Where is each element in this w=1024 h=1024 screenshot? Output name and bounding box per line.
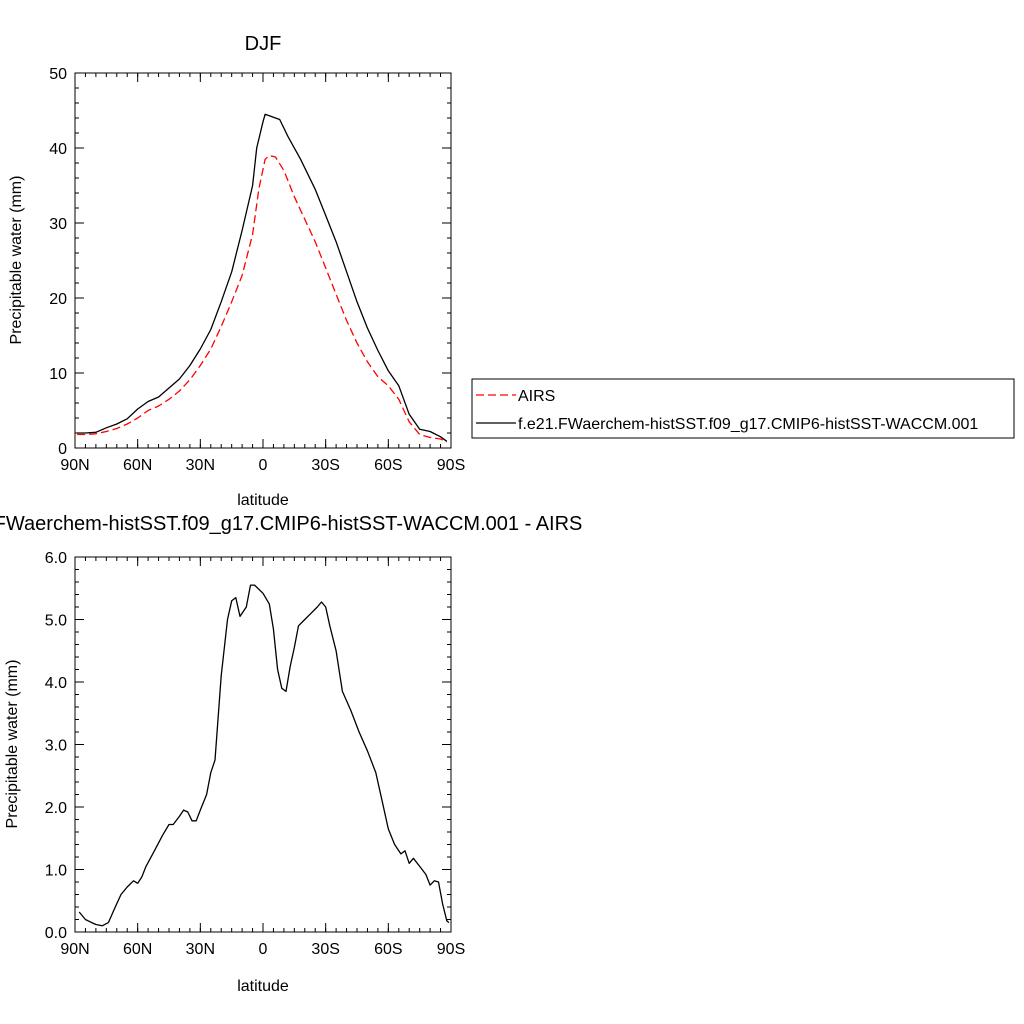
x-axis-label: latitude <box>237 978 289 995</box>
y-tick-label: 0 <box>58 441 67 458</box>
x-tick-label: 30S <box>311 941 339 958</box>
y-axis-label: Precipitable water (mm) <box>8 176 25 345</box>
x-tick-label: 0 <box>259 457 268 474</box>
plot-frame <box>74 72 452 449</box>
y-tick-label: 30 <box>49 216 67 233</box>
chart-title: f.e21.FWaerchem-histSST.f09_g17.CMIP6-hi… <box>0 513 582 535</box>
y-tick-label: 4.0 <box>45 675 67 692</box>
x-tick-label: 60N <box>123 457 152 474</box>
x-tick-label: 60N <box>123 941 152 958</box>
legend-box <box>471 378 1015 439</box>
y-tick-label: 5.0 <box>45 613 67 630</box>
djf-panel: DJF Precipitable water (mm) latitude 90N… <box>8 33 465 509</box>
series-line-airs <box>77 154 448 443</box>
y-tick-label: 2.0 <box>45 800 67 817</box>
x-tick-label: 90S <box>437 941 465 958</box>
legend-label-model: f.e21.FWaerchem-histSST.f09_g17.CMIP6-hi… <box>518 416 978 433</box>
tick-layer: 90N 60N 30N 0 30S 60S 90S 0.0 1.0 2.0 3.0 4.0 5.0 6.0 <box>45 550 465 958</box>
series-layer <box>77 113 448 443</box>
y-tick-label: 0.0 <box>45 925 67 942</box>
series-line-f-e21-fwaerchem-histsst-f09-g17-cmip6-histsst-waccm-001 <box>77 113 448 442</box>
plot-frame <box>74 556 452 933</box>
tick-layer: 90N 60N 30N 0 30S 60S 90S 0 10 20 30 40 50 <box>49 66 465 474</box>
x-tick-label: 30N <box>186 457 215 474</box>
y-axis-label: Precipitable water (mm) <box>4 660 21 829</box>
y-tick-label: 20 <box>49 291 67 308</box>
x-tick-label: 60S <box>374 457 402 474</box>
legend-label-airs: AIRS <box>518 388 555 405</box>
y-tick-label: 1.0 <box>45 863 67 880</box>
y-tick-label: 50 <box>49 66 67 83</box>
x-axis-label: latitude <box>237 492 289 509</box>
x-tick-label: 90N <box>60 457 89 474</box>
y-tick-label: 10 <box>49 366 67 383</box>
x-tick-label: 90N <box>60 941 89 958</box>
y-tick-label: 40 <box>49 141 67 158</box>
x-tick-label: 30S <box>311 457 339 474</box>
x-tick-label: 30N <box>186 941 215 958</box>
x-tick-label: 90S <box>437 457 465 474</box>
x-tick-label: 60S <box>374 941 402 958</box>
series-layer <box>78 584 450 927</box>
difference-panel: f.e21.FWaerchem-histSST.f09_g17.CMIP6-hi… <box>0 513 582 995</box>
chart-title: DJF <box>245 33 282 55</box>
legend: AIRS f.e21.FWaerchem-histSST.f09_g17.CMI… <box>471 378 1015 439</box>
series-line-difference <box>78 584 450 927</box>
y-tick-label: 6.0 <box>45 550 67 567</box>
x-tick-label: 0 <box>259 941 268 958</box>
y-tick-label: 3.0 <box>45 738 67 755</box>
